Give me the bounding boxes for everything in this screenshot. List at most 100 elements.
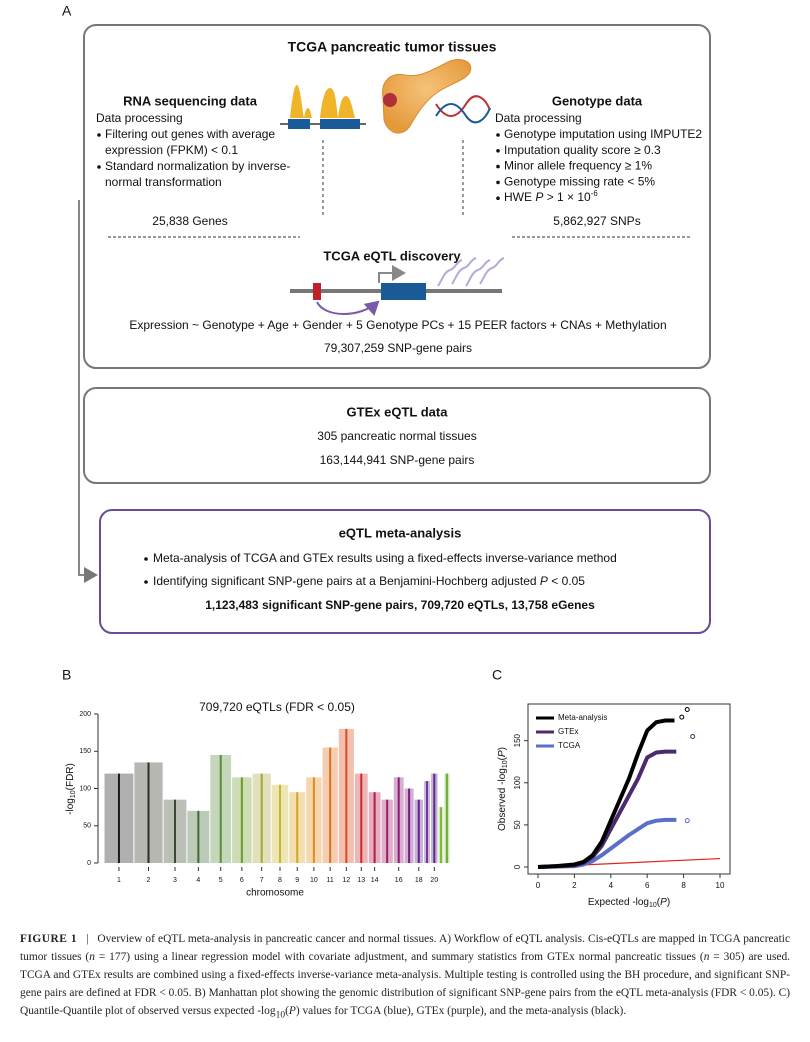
- x-tick-label: 6: [240, 877, 244, 884]
- dna-icon: [435, 95, 491, 215]
- x-tick-label: 8: [681, 881, 686, 890]
- bullet: [144, 557, 148, 561]
- text-part: Identifying significant SNP-gene pairs a…: [153, 574, 540, 588]
- model-formula: Expression ~ Genotype + Age + Gender + 5…: [129, 318, 666, 332]
- chromosome-peak: [397, 777, 400, 863]
- chromosome-peak: [360, 773, 363, 863]
- x-tick-label: 20: [430, 877, 438, 884]
- text-part: > 1 × 10: [543, 190, 591, 204]
- x-tick-label: 14: [371, 877, 379, 884]
- chromosome-peak: [345, 728, 348, 863]
- count: 5,862,927 SNPs: [553, 214, 640, 228]
- bullet: [496, 149, 500, 153]
- text-part: HWE: [504, 190, 535, 204]
- text: Data processing: [96, 111, 183, 125]
- bullet: [496, 164, 500, 169]
- chromosome-peak: [433, 773, 436, 863]
- y-tick-label: 150: [79, 748, 91, 755]
- text-part: Meta-analysis of TCGA and GTEx results u…: [153, 551, 617, 565]
- x-tick-label: 3: [173, 877, 177, 884]
- legend-label: Meta-analysis: [558, 713, 607, 722]
- caption-text: ) values for TCGA (blue), GTEx (purple),…: [295, 1005, 627, 1017]
- caption-text: = 177) using a linear regression model w…: [94, 951, 704, 963]
- x-tick-label: 10: [716, 881, 725, 890]
- x-tick-label: 9: [295, 877, 299, 884]
- x-tick-label: 13: [357, 877, 365, 884]
- caption-separator: |: [86, 933, 89, 945]
- chromosome-peak: [197, 810, 200, 863]
- x-tick-label: 12: [342, 877, 350, 884]
- eqtl-icon: [290, 257, 505, 316]
- bullet: [97, 133, 101, 137]
- y-tick-label: 100: [79, 785, 91, 792]
- box-title: GTEx eQTL data: [347, 404, 449, 419]
- outlier: [690, 733, 696, 739]
- chromosome-peak: [260, 773, 263, 863]
- text-part: P: [540, 574, 548, 588]
- plot-frame: [527, 703, 731, 875]
- text: Identifying significant SNP-gene pairs a…: [153, 574, 585, 588]
- text-part: Observed -log: [497, 768, 508, 831]
- chromosome-peak: [445, 773, 448, 863]
- y-tick-label: 0: [513, 864, 522, 869]
- caption-text: P: [288, 1005, 296, 1017]
- summary: 1,123,483 significant SNP-gene pairs, 70…: [205, 598, 595, 612]
- box-title: TCGA pancreatic tumor tissues: [288, 39, 497, 55]
- text: Genotype imputation using IMPUTE2: [504, 127, 702, 141]
- bullet: [496, 196, 500, 200]
- x-tick-label: 18: [415, 877, 423, 884]
- x-axis-label: Expected -log10(P): [588, 897, 670, 910]
- text-part: (: [657, 897, 661, 908]
- outlier: [679, 714, 685, 720]
- text-part: P: [497, 750, 508, 757]
- text-part: (FDR): [65, 763, 76, 790]
- chromosome-peak: [312, 777, 315, 863]
- bullet: [97, 165, 101, 169]
- figure: A B C TCGA pancreatic tumor tissues RNA …: [62, 3, 731, 910]
- x-axis-label: chromosome: [246, 888, 304, 899]
- x-tick-label: 2: [147, 877, 151, 884]
- panel-label: A: [62, 3, 72, 19]
- x-tick-label: 10: [310, 877, 318, 884]
- text-part: -log: [65, 798, 76, 815]
- y-tick-label: 100: [513, 776, 522, 790]
- legend-label: GTEx: [558, 727, 578, 736]
- text-part: -6: [591, 189, 598, 198]
- text-part: (: [497, 756, 508, 760]
- chromosome-peak: [417, 799, 420, 863]
- text-part: P: [660, 897, 667, 908]
- chromosome-peak: [386, 799, 389, 863]
- chart-title: 709,720 eQTLs (FDR < 0.05): [199, 700, 355, 714]
- y-tick-label: 50: [83, 823, 91, 830]
- panel-label: C: [492, 667, 502, 683]
- y-tick-label: 200: [79, 711, 91, 718]
- y-tick-label: 150: [513, 733, 522, 747]
- text-part: Genotype imputation using IMPUTE2: [504, 127, 702, 141]
- caption-text: Overview of eQTL meta-analysis in pancre…: [20, 933, 790, 963]
- x-tick-label: 6: [645, 881, 650, 890]
- text-part: 10: [70, 790, 77, 798]
- section-title: RNA sequencing data: [123, 93, 258, 108]
- outlier: [684, 818, 690, 824]
- text: Data processing: [495, 111, 582, 125]
- y-axis-label: -log10(FDR): [65, 763, 78, 815]
- connector: [78, 200, 98, 583]
- chromosome-peak: [373, 792, 376, 863]
- x-tick-label: 2: [572, 881, 577, 890]
- chromosome-peak: [439, 807, 442, 863]
- text: Standard normalization by inverse-: [105, 159, 290, 173]
- caption-text: = 305) are used. TCGA and GTEx results a…: [20, 951, 790, 1017]
- chromosome-peak: [117, 773, 120, 863]
- text: Minor allele frequency ≥ 1%: [504, 159, 652, 173]
- x-tick-label: 8: [278, 877, 282, 884]
- count: 79,307,259 SNP-gene pairs: [324, 341, 472, 355]
- text: HWE P > 1 × 10-6: [504, 189, 598, 205]
- chromosome-peak: [425, 781, 428, 863]
- caption-text: n: [89, 951, 95, 963]
- bullet: [144, 580, 148, 584]
- text: 305 pancreatic normal tissues: [317, 429, 476, 443]
- text: 163,144,941 SNP-gene pairs: [320, 453, 475, 467]
- chromosome-peak: [147, 762, 150, 863]
- x-tick-label: 5: [219, 877, 223, 884]
